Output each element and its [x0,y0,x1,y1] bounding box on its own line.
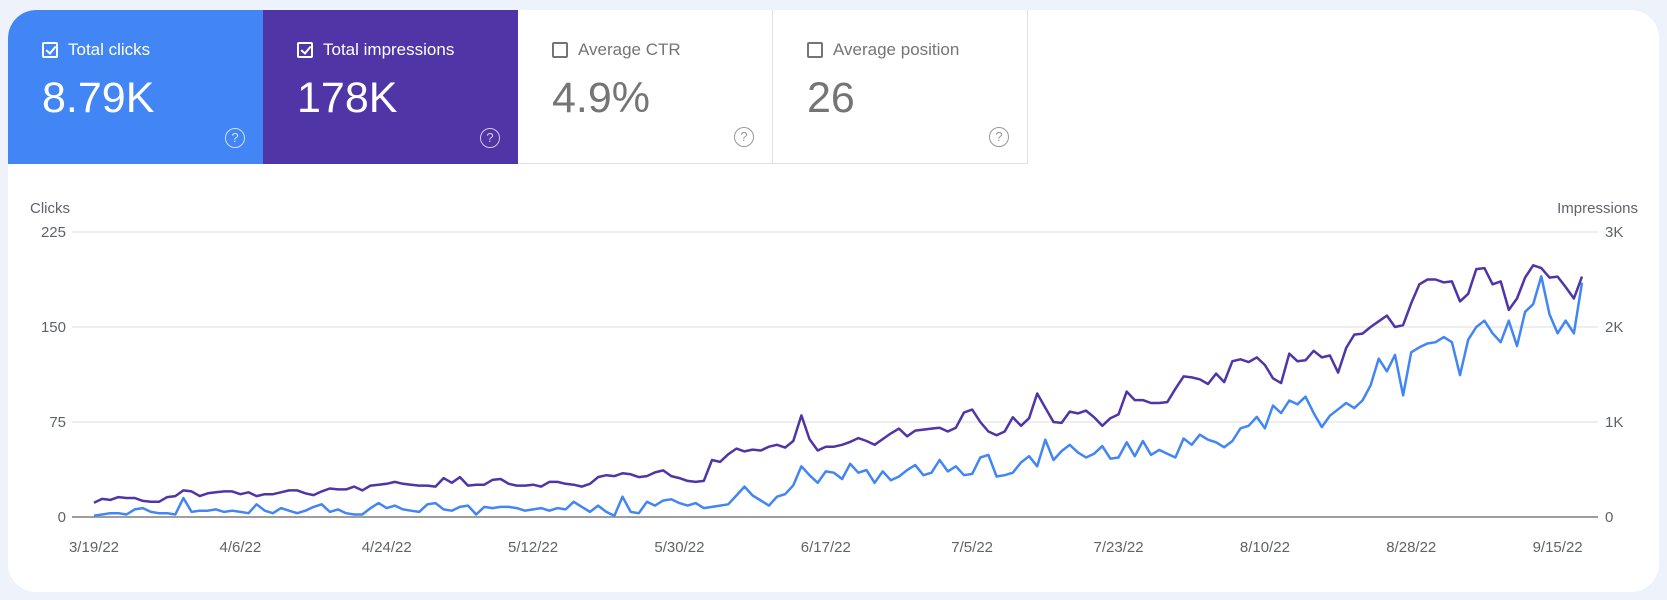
metric-total-clicks[interactable]: Total clicks 8.79K ? [8,10,263,164]
series-line-clicks [93,275,1584,517]
metric-value: 4.9% [552,74,651,122]
right-axis-title: Impressions [1557,200,1638,217]
checkbox-checked-icon[interactable] [297,42,313,58]
metric-label: Average CTR [578,40,681,59]
metric-total-impressions[interactable]: Total impressions 178K ? [263,10,518,164]
performance-card: Total clicks 8.79K ? Total impressions 1… [8,10,1659,592]
metric-value: 8.79K [42,74,155,122]
right-tick-label: 0 [1605,509,1613,526]
help-icon[interactable]: ? [225,128,245,148]
left-tick-label: 0 [58,509,66,526]
x-tick-label: 9/15/22 [1533,539,1583,556]
x-tick-label: 8/28/22 [1386,539,1436,556]
checkbox-checked-icon[interactable] [42,42,58,58]
right-tick-label: 3K [1605,224,1623,241]
series-line-impressions [93,264,1584,504]
x-tick-label: 4/24/22 [362,539,412,556]
x-tick-label: 7/23/22 [1094,539,1144,556]
metric-average-position[interactable]: Average position 26 ? [773,10,1028,164]
x-tick-label: 7/5/22 [951,539,993,556]
x-tick-label: 5/12/22 [508,539,558,556]
metric-average-ctr[interactable]: Average CTR 4.9% ? [518,10,773,164]
x-tick-label: 4/6/22 [220,539,262,556]
right-tick-label: 1K [1605,414,1623,431]
metric-label: Average position [833,40,960,59]
help-icon[interactable]: ? [989,127,1009,147]
x-tick-label: 3/19/22 [69,539,119,556]
help-icon[interactable]: ? [734,127,754,147]
metric-label: Total clicks [68,40,151,59]
x-tick-label: 8/10/22 [1240,539,1290,556]
metric-value: 26 [807,74,855,122]
checkbox-unchecked-icon[interactable] [552,42,568,58]
left-tick-label: 225 [41,224,66,241]
left-tick-label: 75 [49,414,66,431]
left-tick-label: 150 [41,319,66,336]
x-tick-label: 5/30/22 [654,539,704,556]
checkbox-unchecked-icon[interactable] [807,42,823,58]
help-icon[interactable]: ? [480,128,500,148]
x-tick-label: 6/17/22 [801,539,851,556]
metric-value: 178K [297,74,398,122]
right-tick-label: 2K [1605,319,1623,336]
metric-label: Total impressions [323,40,455,59]
left-axis-title: Clicks [30,200,70,217]
